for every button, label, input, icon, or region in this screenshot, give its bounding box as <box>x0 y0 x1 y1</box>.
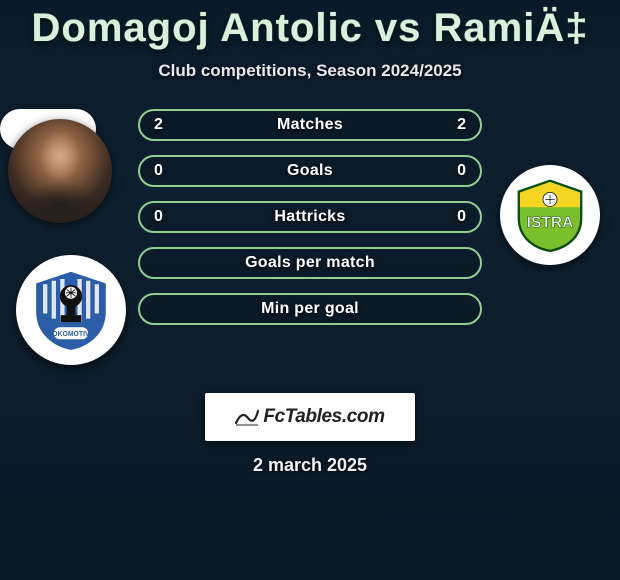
stat-row-goals-per-match: Goals per match <box>138 247 482 279</box>
stat-row-hattricks: 0 Hattricks 0 <box>138 201 482 233</box>
stat-row-min-per-goal: Min per goal <box>138 293 482 325</box>
source-logo: FcTables.com <box>205 393 415 441</box>
page-title: Domagoj Antolic vs RamiÄ‡ <box>0 0 620 51</box>
chart-icon <box>235 408 259 426</box>
stat-label: Hattricks <box>274 208 345 226</box>
stat-label: Goals <box>287 162 333 180</box>
stat-label: Goals per match <box>245 254 375 272</box>
svg-text:ISTRA: ISTRA <box>527 214 574 231</box>
stat-label: Min per goal <box>261 300 359 318</box>
stat-left-value: 2 <box>154 116 163 134</box>
stat-left-value: 0 <box>154 208 163 226</box>
stat-rows: 2 Matches 2 0 Goals 0 0 Hattricks 0 Goal… <box>138 109 482 339</box>
club-left-crest: LOKOMOTIVA <box>16 255 126 365</box>
stat-row-matches: 2 Matches 2 <box>138 109 482 141</box>
svg-text:LOKOMOTIVA: LOKOMOTIVA <box>48 331 94 338</box>
subtitle: Club competitions, Season 2024/2025 <box>0 61 620 81</box>
shield-icon: ISTRA <box>511 176 589 254</box>
stat-right-value: 0 <box>457 162 466 180</box>
club-right-crest: ISTRA <box>500 165 600 265</box>
stat-left-value: 0 <box>154 162 163 180</box>
stat-label: Matches <box>277 116 343 134</box>
player-left-photo <box>8 119 112 223</box>
stats-area: LOKOMOTIVA ISTRA 2 Matches 2 0 Goals 0 0… <box>0 109 620 369</box>
shield-icon: LOKOMOTIVA <box>28 267 114 353</box>
date-label: 2 march 2025 <box>0 455 620 476</box>
stat-row-goals: 0 Goals 0 <box>138 155 482 187</box>
source-logo-text: FcTables.com <box>263 406 384 428</box>
stat-right-value: 0 <box>457 208 466 226</box>
stat-right-value: 2 <box>457 116 466 134</box>
